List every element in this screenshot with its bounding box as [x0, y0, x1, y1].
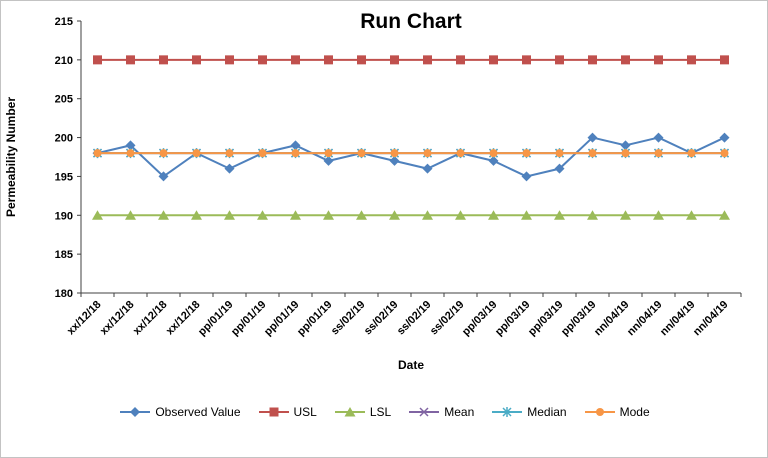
- x-tick-label: pp/03/19: [460, 299, 500, 339]
- legend-item-mean: Mean: [409, 405, 474, 419]
- legend-item-lsl: LSL: [334, 405, 392, 419]
- y-tick-label: 200: [55, 133, 73, 145]
- y-tick-label: 180: [55, 288, 73, 300]
- legend-label: Median: [527, 405, 567, 419]
- legend-label: Observed Value: [155, 405, 241, 419]
- x-tick-label: nn/04/19: [691, 299, 731, 339]
- legend-item-mode: Mode: [584, 405, 650, 419]
- x-tick-label: pp/01/19: [196, 299, 236, 339]
- circle-marker-icon: [584, 408, 615, 416]
- x-tick-label: ss/02/19: [362, 299, 401, 338]
- y-tick-label: 210: [55, 55, 73, 67]
- legend-label: USL: [293, 405, 317, 419]
- y-tick-label: 195: [55, 171, 73, 183]
- series-usl: [93, 55, 729, 65]
- x-tick-label: nn/04/19: [592, 299, 632, 339]
- x-tick-label: pp/01/19: [295, 299, 335, 339]
- y-axis-title: Permeability Number: [4, 97, 18, 217]
- y-tick-label: 205: [55, 94, 73, 106]
- series-lsl: [92, 210, 730, 220]
- series-layer: [92, 55, 730, 220]
- x-tick-label: xx/12/18: [131, 299, 170, 338]
- series-mode: [93, 149, 729, 158]
- series-observed-value: [92, 132, 730, 182]
- x-tick-label: nn/04/19: [658, 299, 698, 339]
- chart-title: Run Chart: [360, 10, 462, 33]
- x-tick-label: pp/01/19: [262, 299, 302, 339]
- legend-label: Mean: [444, 405, 475, 419]
- star-marker-icon: [492, 407, 523, 417]
- y-tick-label: 190: [55, 210, 73, 222]
- legend: Observed Value USL LSL Mean Median Mode: [1, 405, 767, 419]
- x-tick-label: pp/01/19: [229, 299, 269, 339]
- x-tick-label: pp/03/19: [526, 299, 566, 339]
- x-tick-label: pp/03/19: [559, 299, 599, 339]
- x-axis-title: Date: [398, 358, 424, 372]
- x-tick-label: xx/12/18: [65, 299, 104, 338]
- x-tick-label: pp/03/19: [493, 299, 533, 339]
- run-chart-plot: 180185190195200205210215xx/12/18xx/12/18…: [4, 16, 742, 372]
- y-tick-label: 215: [55, 16, 73, 28]
- legend-item-usl: USL: [258, 405, 317, 419]
- x-tick-label: ss/02/19: [329, 299, 368, 338]
- legend-item-median: Median: [492, 405, 567, 419]
- legend-label: LSL: [369, 405, 392, 419]
- x-tick-label: ss/02/19: [395, 299, 434, 338]
- legend-label: Mode: [619, 405, 650, 419]
- x-tick-label: nn/04/19: [625, 299, 665, 339]
- x-tick-label: xx/12/18: [98, 299, 137, 338]
- x-marker-icon: [409, 407, 440, 417]
- diamond-marker-icon: [120, 407, 151, 417]
- legend-item-observed-value: Observed Value: [120, 405, 241, 419]
- triangle-marker-icon: [334, 407, 365, 417]
- y-tick-label: 185: [55, 249, 73, 261]
- square-marker-icon: [258, 407, 289, 417]
